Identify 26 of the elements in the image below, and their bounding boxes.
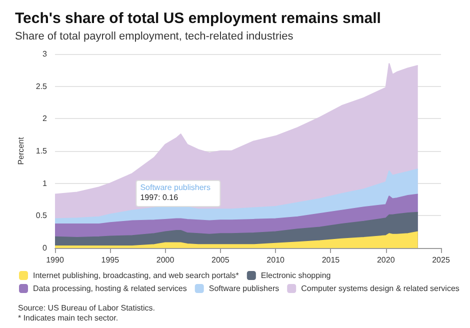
source-note: Source: US Bureau of Labor Statistics. [18,304,155,312]
y-axis-title: Percent [16,136,26,165]
x-tick-label: 2015 [322,256,340,264]
y-tick-label: 0.5 [36,211,48,220]
x-tick-label: 2000 [156,256,175,264]
chart-subtitle: Share of total payroll employment, tech-related industries [15,30,294,42]
x-tick-label: 1995 [101,256,120,264]
y-tick-label: 1 [42,178,48,188]
x-tick-label: 2020 [376,256,396,264]
legend-label: Data processing, hosting & related services [33,284,187,293]
x-tick-label: 2010 [266,256,286,264]
chart-title: Tech's share of total US employment remains small [15,10,381,27]
y-tick-label: 0 [42,244,48,252]
legend-label: Software publishers [208,284,280,293]
text: * Indicates main tech sector. [18,314,118,322]
y-tick-label: 2 [42,114,48,124]
legend-label: Computer systems design & related services [301,284,460,293]
annotation: Software publishers 1997: 0.16 [140,182,210,202]
x-tick-label: 2025 [432,256,450,264]
legend-label: Internet publishing, broadcasting, and web search portals* [33,271,239,280]
x-tick-label: 2005 [212,256,230,264]
x-tick-label: 1990 [46,256,64,264]
y-tick-label: 3 [42,50,48,58]
legend-label: Electronic shopping [260,271,331,280]
y-tick-label: 1.5 [36,146,48,156]
y-tick-label: 2.5 [36,82,48,91]
